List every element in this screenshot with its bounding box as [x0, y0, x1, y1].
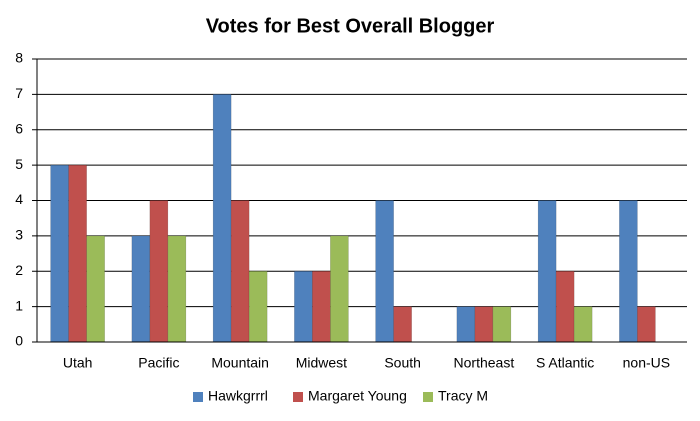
y-tick-label: 0: [15, 333, 23, 349]
bar: [86, 235, 105, 343]
legend-swatch: [293, 392, 303, 402]
bar: [149, 200, 169, 343]
y-tick-label: 4: [15, 191, 23, 207]
bar: [492, 306, 512, 343]
chart-title: Votes for Best Overall Blogger: [206, 15, 495, 37]
bar: [230, 200, 250, 343]
bar: [619, 200, 638, 343]
bar: [68, 164, 87, 343]
bar: [50, 164, 69, 343]
legend-swatch: [193, 392, 203, 402]
bar: [555, 271, 575, 343]
x-tick-label: Mountain: [211, 355, 269, 371]
bar: [248, 271, 268, 343]
legend-label: Tracy M: [438, 388, 488, 404]
y-tick-label: 6: [15, 120, 23, 136]
y-tick-label: 7: [15, 85, 23, 101]
bar: [637, 306, 656, 343]
x-tick-label: South: [384, 355, 421, 371]
bar: [312, 271, 331, 343]
bar: [212, 94, 232, 343]
legend-label: Margaret Young: [308, 388, 407, 404]
x-tick-label: Northeast: [454, 355, 515, 371]
bar: [393, 306, 412, 343]
x-tick-label: non-US: [623, 355, 670, 371]
y-tick-label: 2: [15, 262, 23, 278]
legend-label: Hawkgrrrl: [208, 388, 268, 404]
bar: [573, 306, 593, 343]
bar: [537, 200, 557, 343]
y-tick-label: 1: [15, 297, 23, 313]
bar: [167, 235, 187, 343]
bar: [456, 306, 476, 343]
x-tick-label: Pacific: [138, 355, 179, 371]
bar: [375, 200, 394, 343]
bar: [474, 306, 494, 343]
bar: [294, 271, 313, 343]
x-tick-label: Midwest: [296, 355, 347, 371]
y-tick-label: 3: [15, 227, 23, 243]
y-tick-label: 5: [15, 156, 23, 172]
x-tick-label: Utah: [63, 355, 93, 371]
legend-swatch: [423, 392, 433, 402]
bar: [131, 235, 151, 343]
bar: [330, 235, 349, 343]
x-tick-label: S Atlantic: [536, 355, 594, 371]
y-tick-label: 8: [15, 50, 23, 66]
